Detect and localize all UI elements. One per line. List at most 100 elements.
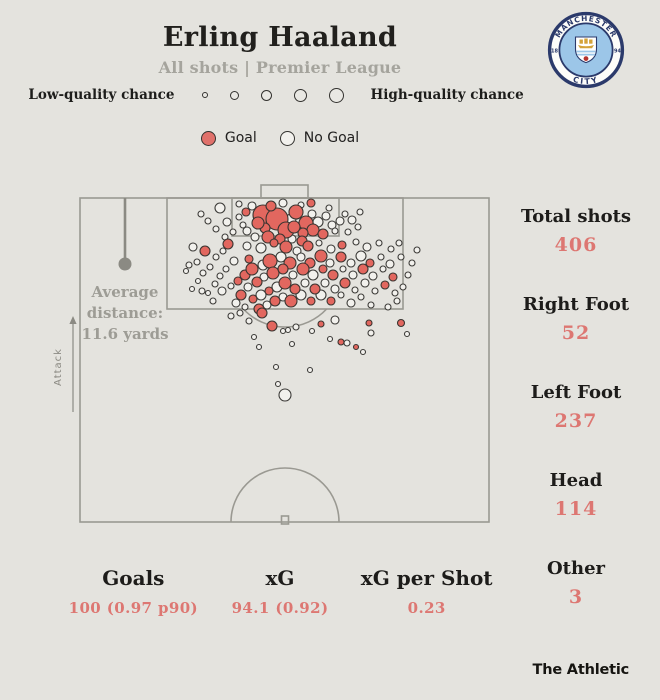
shot-no-goal-marker	[206, 263, 214, 271]
stat-xg-per-shot: xG per Shot 0.23	[353, 566, 500, 617]
shot-goal-marker	[244, 254, 254, 264]
stat-value: 406	[554, 234, 598, 256]
shot-no-goal-marker	[307, 209, 317, 219]
shot-goal-marker	[269, 238, 279, 248]
shot-no-goal-marker	[344, 228, 352, 236]
shot-no-goal-marker	[250, 333, 258, 341]
shot-goal-marker	[287, 220, 301, 234]
shot-no-goal-marker	[346, 258, 356, 268]
shot-no-goal-marker	[351, 286, 359, 294]
stat-xg: xG 94.1 (0.92)	[207, 566, 354, 617]
shot-no-goal-marker	[227, 312, 235, 320]
shot-no-goal-marker	[367, 301, 375, 309]
stat-value: 3	[568, 586, 584, 608]
shot-no-goal-marker	[362, 242, 372, 252]
shot-no-goal-marker	[360, 278, 370, 288]
shot-no-goal-marker	[216, 272, 224, 280]
stat-label: Goals	[102, 566, 165, 590]
page-title: Erling Haaland	[162, 22, 398, 53]
shot-no-goal-marker	[325, 258, 335, 268]
no-goal-legend-label: No Goal	[303, 130, 360, 146]
shot-no-goal-marker	[321, 211, 331, 221]
shot-no-goal-marker	[357, 293, 365, 301]
shot-no-goal-marker	[212, 253, 220, 261]
shot-no-goal-marker	[284, 326, 292, 334]
shot-no-goal-marker	[193, 258, 201, 266]
page-subtitle: All shots | Premier League	[158, 58, 402, 77]
shot-no-goal-marker	[194, 277, 202, 285]
shot-goal-marker	[264, 286, 274, 296]
shot-no-goal-marker	[214, 202, 226, 214]
shot-no-goal-marker	[393, 297, 401, 305]
shot-goal-marker	[265, 200, 277, 212]
shot-no-goal-marker	[320, 278, 330, 288]
shot-no-goal-marker	[242, 226, 252, 236]
shot-no-goal-marker	[325, 204, 333, 212]
shot-no-goal-marker	[347, 215, 357, 225]
avg-distance-label-line2: distance:	[87, 304, 163, 322]
shot-goal-marker	[248, 294, 258, 304]
shot-no-goal-marker	[335, 216, 345, 226]
shot-no-goal-marker	[199, 269, 207, 277]
shot-goal-marker	[277, 263, 289, 275]
shot-no-goal-marker	[354, 223, 362, 231]
shot-no-goal-marker	[229, 256, 239, 266]
shot-goal-marker	[302, 240, 314, 252]
shot-no-goal-marker	[387, 245, 395, 253]
badge-river-stripes	[576, 50, 596, 56]
badge-bottom-text: CITY	[572, 75, 600, 86]
shot-no-goal-marker	[331, 227, 339, 235]
stat-label: Other	[546, 558, 606, 579]
club-badge: MANCHESTER CITY 18 94	[547, 11, 625, 89]
shot-goal-marker	[388, 272, 398, 282]
shot-no-goal-marker	[211, 280, 219, 288]
stat-total-shots: Total shots 406	[500, 196, 652, 284]
shot-goal-marker	[251, 216, 265, 230]
shot-goal-marker	[357, 263, 369, 275]
center-circle	[230, 467, 340, 523]
quality-dot-5-icon	[328, 87, 344, 103]
badge-rose-icon	[583, 56, 589, 61]
shot-no-goal-marker	[356, 208, 364, 216]
stat-label: Head	[549, 470, 603, 491]
stat-value: 0.23	[407, 599, 446, 617]
shot-goal-marker	[296, 262, 310, 276]
shot-no-goal-marker	[185, 261, 193, 269]
shot-no-goal-marker	[272, 363, 280, 371]
shot-goal-marker	[251, 276, 263, 288]
shot-no-goal-marker	[330, 284, 340, 294]
shot-no-goal-marker	[235, 200, 243, 208]
shot-no-goal-marker	[296, 252, 306, 262]
shot-no-goal-marker	[375, 239, 383, 247]
shot-no-goal-marker	[408, 259, 416, 267]
stat-value: 94.1 (0.92)	[231, 599, 329, 617]
shots-layer	[182, 198, 421, 402]
shot-no-goal-marker	[242, 241, 252, 251]
attack-label: Attack	[53, 348, 64, 386]
shot-no-goal-marker	[308, 327, 316, 335]
stat-right-foot: Right Foot 52	[500, 284, 652, 372]
shot-goal-marker	[365, 258, 375, 268]
shot-no-goal-marker	[198, 287, 206, 295]
stats-right-column: Total shots 406 Right Foot 52 Left Foot …	[500, 196, 652, 636]
shot-no-goal-marker	[384, 303, 392, 311]
shot-no-goal-marker	[245, 317, 253, 325]
shot-no-goal-marker	[188, 285, 196, 293]
shot-goal-marker	[262, 253, 278, 269]
no-goal-legend-dot-icon	[279, 130, 295, 146]
quality-dot-1-icon	[201, 92, 208, 98]
low-quality-label: Low-quality chance	[28, 87, 175, 103]
shot-goal-marker	[314, 249, 328, 263]
shot-goal-marker	[284, 294, 298, 308]
shot-no-goal-marker	[231, 298, 241, 308]
shot-no-goal-marker	[255, 343, 263, 351]
stat-label: Total shots	[520, 206, 632, 227]
shot-goal-marker	[269, 295, 281, 307]
shot-goal-marker	[235, 289, 247, 301]
stat-label: xG	[265, 566, 295, 590]
shot-goal-marker	[279, 240, 293, 254]
shot-goal-marker	[309, 283, 321, 295]
quality-dot-3-icon	[260, 89, 272, 101]
shot-no-goal-marker	[182, 267, 190, 275]
shot-no-goal-marker	[300, 278, 310, 288]
